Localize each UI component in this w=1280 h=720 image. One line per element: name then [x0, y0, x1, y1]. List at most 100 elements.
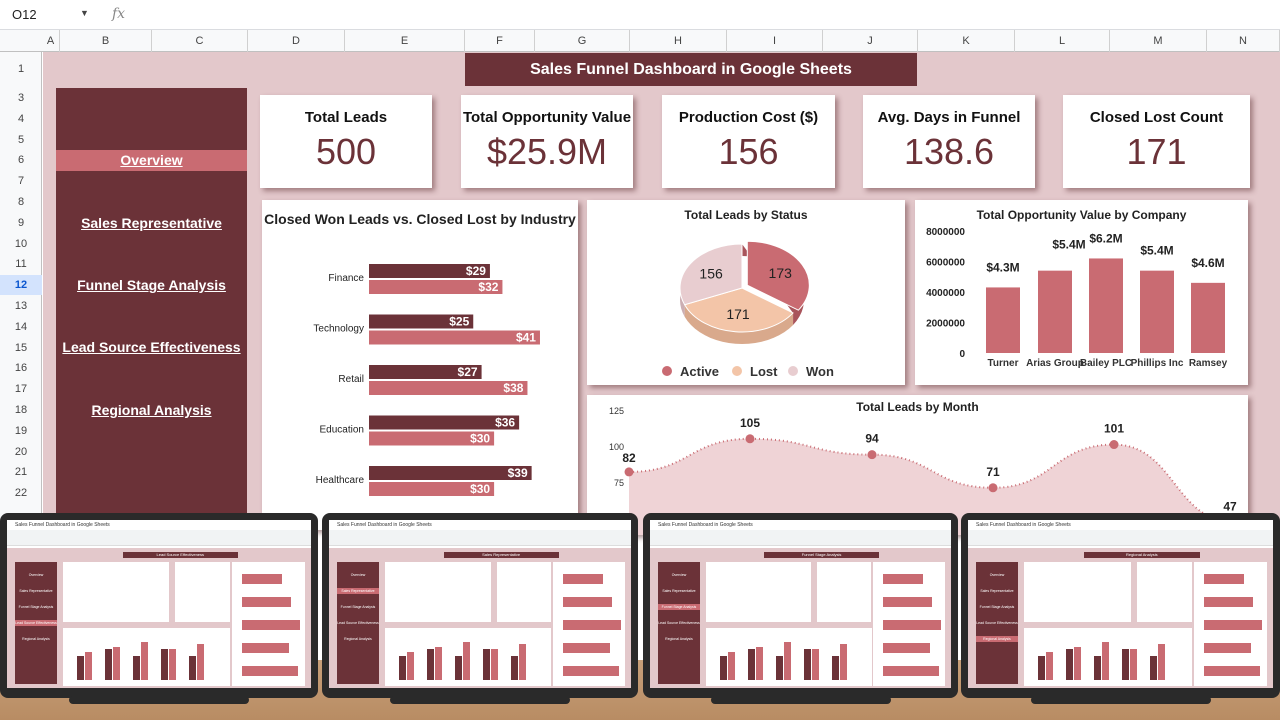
row-header[interactable]: 10 — [14, 237, 28, 250]
name-box[interactable]: O12 — [12, 7, 37, 22]
data-label: $30 — [470, 432, 490, 446]
preview-chart — [232, 562, 305, 686]
monitor-stand — [69, 696, 249, 704]
preview-screen: Sales Funnel Dashboard in Google Sheets F… — [650, 520, 951, 688]
column-header[interactable]: L — [1015, 30, 1110, 52]
preview-chart — [706, 562, 812, 622]
row-header[interactable]: 20 — [14, 445, 28, 458]
preview-nav-item: Lead Source Effectiveness — [658, 621, 700, 625]
preview-bar — [1102, 642, 1109, 680]
column-header[interactable]: F — [465, 30, 535, 52]
preview-nav-item: Overview — [671, 573, 687, 577]
sidebar-item-lead-source-effectiveness[interactable]: Lead Source Effectiveness — [62, 339, 241, 355]
industry-chart-card: Closed Won Leads vs. Closed Lost by Indu… — [262, 200, 578, 530]
company-bar-chart: 0 2000000 4000000 6000000 8000000 $4.3M Turner… — [926, 227, 1228, 369]
chevron-down-icon[interactable]: ▼ — [80, 8, 89, 18]
row-header[interactable]: 18 — [14, 404, 28, 416]
category-label: Finance — [328, 273, 364, 284]
row-header[interactable]: 22 — [14, 487, 28, 500]
preview-chart — [817, 562, 871, 622]
closed-lost-bar — [369, 431, 495, 446]
monitor-stand — [390, 696, 570, 704]
column-header[interactable]: A — [42, 30, 60, 52]
row-header[interactable]: 17 — [14, 383, 28, 396]
row-header[interactable]: 5 — [17, 133, 25, 146]
row-header[interactable]: 1 — [17, 63, 25, 75]
preview-bar — [1046, 652, 1053, 680]
row-header[interactable]: 13 — [14, 300, 28, 312]
company-bar — [1191, 282, 1225, 353]
preview-bar — [728, 652, 735, 680]
preview-bar — [1203, 666, 1260, 676]
column-header[interactable]: N — [1207, 30, 1280, 52]
preview-bar — [141, 642, 148, 680]
column-header[interactable]: C — [152, 30, 248, 52]
area-fill — [629, 438, 1235, 535]
row-header[interactable]: 19 — [14, 424, 28, 437]
column-header[interactable]: B — [60, 30, 152, 52]
preview-sidebar: Overview Sales Representative Funnel Stage… — [658, 562, 700, 684]
preview-bar — [519, 644, 526, 680]
pie-slice-active — [746, 240, 810, 311]
preview-bar — [1203, 597, 1253, 607]
sidebar: Overview Sales Representative Funnel Stage… — [56, 88, 247, 518]
month-area-chart: 75 100 125 82 105 94 71 101 47 — [609, 406, 1240, 535]
column-header[interactable]: J — [823, 30, 918, 52]
category-label: Healthcare — [316, 475, 365, 486]
row-header[interactable]: 9 — [17, 216, 25, 229]
kpi-label: Closed Lost Count — [1089, 109, 1224, 126]
row-header[interactable]: 14 — [14, 320, 28, 333]
preview-chart — [385, 628, 552, 686]
monitor-preview: Sales Funnel Dashboard in Google Sheets S… — [322, 513, 638, 698]
preview-title: Funnel Stage Analysis — [764, 552, 879, 558]
column-header[interactable]: H — [630, 30, 727, 52]
sidebar-item-regional-analysis[interactable]: Regional Analysis — [91, 402, 212, 418]
column-header[interactable]: D — [248, 30, 345, 52]
row-header[interactable]: 8 — [17, 196, 25, 208]
preview-bar — [407, 652, 414, 680]
preview-chart — [1024, 562, 1131, 622]
sidebar-item-funnel-stage-analysis[interactable]: Funnel Stage Analysis — [77, 277, 226, 293]
preview-bar — [242, 643, 290, 653]
kpi-label: Avg. Days in Funnel — [877, 109, 1021, 126]
preview-bar — [1130, 649, 1137, 680]
data-label: 171 — [726, 306, 750, 322]
data-label: $4.6M — [1191, 256, 1224, 270]
sidebar-item-sales-representative[interactable]: Sales Representative — [81, 215, 222, 231]
row-header[interactable]: 15 — [14, 341, 28, 354]
kpi-label: Total Opportunity Value — [462, 109, 632, 126]
preview-bar — [882, 643, 930, 653]
row-header[interactable]: 4 — [17, 112, 25, 125]
row-header[interactable]: 7 — [17, 175, 25, 188]
status-chart-card: Total Leads by Status 173 171 156 Active Los… — [587, 200, 905, 385]
preview-sidebar: Overview Sales Representative Funnel Stage… — [337, 562, 379, 684]
preview-chart — [175, 562, 231, 622]
column-header[interactable]: M — [1110, 30, 1207, 52]
category-label: Technology — [313, 324, 364, 335]
preview-nav-item: Lead Source Effectiveness — [15, 620, 57, 626]
y-tick-label: 2000000 — [926, 319, 965, 330]
column-header[interactable]: G — [535, 30, 630, 52]
preview-sidebar: Overview Sales Representative Funnel Stage… — [15, 562, 57, 684]
column-header[interactable]: E — [345, 30, 465, 52]
row-header[interactable]: 16 — [14, 362, 28, 375]
preview-toolbar — [7, 530, 311, 546]
company-chart-card: Total Opportunity Value by Company 0 2000… — [915, 200, 1248, 385]
row-header[interactable]: 11 — [15, 258, 27, 271]
sidebar-item-overview[interactable]: Overview — [56, 150, 247, 171]
month-chart-card: Total Leads by Month 75 100 125 82 105 94 71 10… — [587, 395, 1248, 535]
column-header[interactable]: K — [918, 30, 1015, 52]
column-header[interactable]: I — [727, 30, 823, 52]
company-bar — [1140, 270, 1174, 353]
preview-bar — [1203, 574, 1244, 584]
page-title: Sales Funnel Dashboard in Google Sheets — [465, 53, 917, 86]
preview-bar — [1150, 656, 1157, 680]
row-header[interactable]: 6 — [17, 154, 25, 167]
preview-bar — [399, 656, 406, 680]
preview-nav-item: Sales Representative — [337, 588, 379, 594]
row-header[interactable]: 21 — [14, 466, 28, 479]
row-header[interactable]: 3 — [17, 92, 25, 104]
preview-nav-item: Lead Source Effectiveness — [337, 621, 379, 625]
row-header[interactable]: 12 — [0, 275, 42, 296]
data-label: 71 — [986, 465, 1000, 479]
